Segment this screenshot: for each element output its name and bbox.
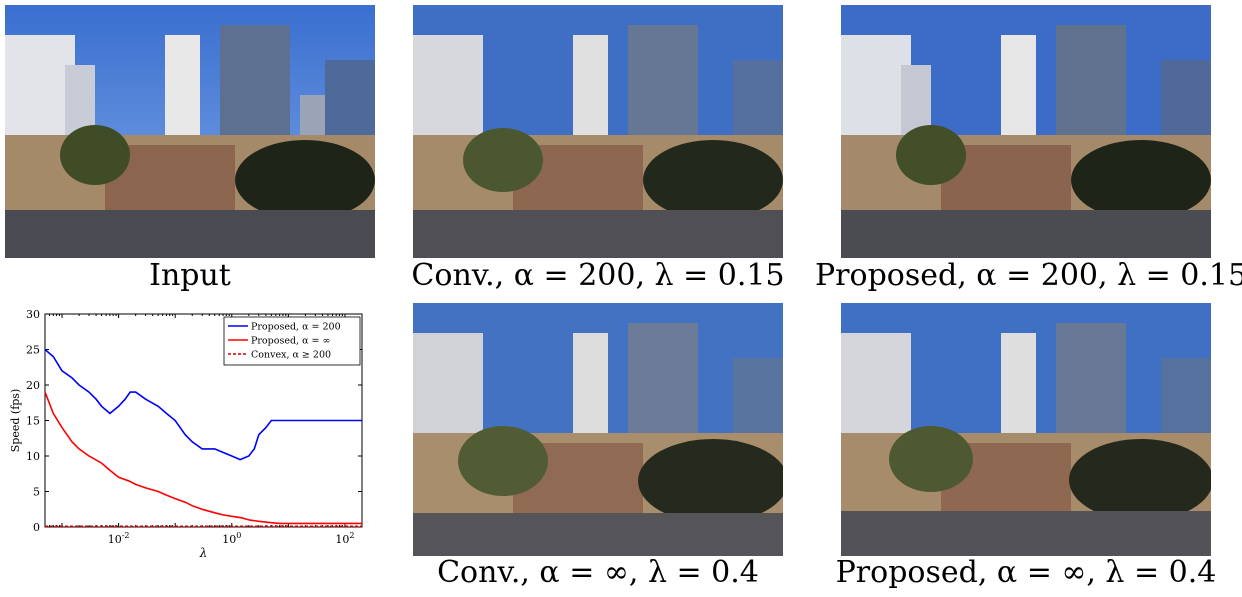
y-tick-label: 10 — [26, 450, 40, 463]
x-tick-label: 100 — [222, 531, 241, 546]
caption-proposed-200: Proposed, α = 200, λ = 0.15 — [815, 258, 1242, 293]
y-tick-label: 15 — [26, 415, 40, 428]
legend-label-1: Proposed, α = ∞ — [251, 336, 330, 347]
speed-chart-svg: 0 5 10 15 20 25 30 10-2 100 102 λ Speed (fps) Propos… — [9, 308, 363, 560]
y-axis-label: Speed (fps) — [9, 389, 22, 452]
input-image — [5, 5, 375, 258]
proposed-200-photo — [841, 5, 1211, 258]
series-line-0 — [44, 348, 362, 461]
y-tick-label: 25 — [26, 344, 40, 357]
series-line-1 — [44, 391, 362, 525]
y-tick-label: 5 — [33, 486, 40, 499]
y-tick-label: 0 — [33, 521, 40, 534]
legend-box — [223, 316, 361, 366]
x-axis-label: λ — [199, 546, 208, 560]
conv-inf-photo — [413, 303, 783, 556]
x-tick-label: 10-2 — [108, 531, 130, 546]
proposed-200-image — [841, 5, 1211, 258]
y-tick-label: 30 — [26, 308, 40, 321]
conv-inf-image — [413, 303, 783, 556]
caption-conv-200: Conv., α = 200, λ = 0.15 — [411, 258, 785, 293]
y-tick-label: 20 — [26, 379, 40, 392]
conv-200-photo — [413, 5, 783, 258]
caption-proposed-inf: Proposed, α = ∞, λ = 0.4 — [835, 555, 1217, 590]
input-photo — [5, 5, 375, 258]
legend-label-2: Convex, α ≥ 200 — [251, 350, 331, 361]
caption-input: Input — [149, 258, 231, 293]
x-tick-label: 102 — [335, 531, 354, 546]
speed-chart: 0 5 10 15 20 25 30 10-2 100 102 λ Speed (fps) Propos… — [0, 300, 380, 593]
legend-label-0: Proposed, α = 200 — [251, 322, 341, 333]
proposed-inf-photo — [841, 303, 1211, 556]
proposed-inf-image — [841, 303, 1211, 556]
caption-conv-inf: Conv., α = ∞, λ = 0.4 — [437, 555, 759, 590]
conv-200-image — [413, 5, 783, 258]
